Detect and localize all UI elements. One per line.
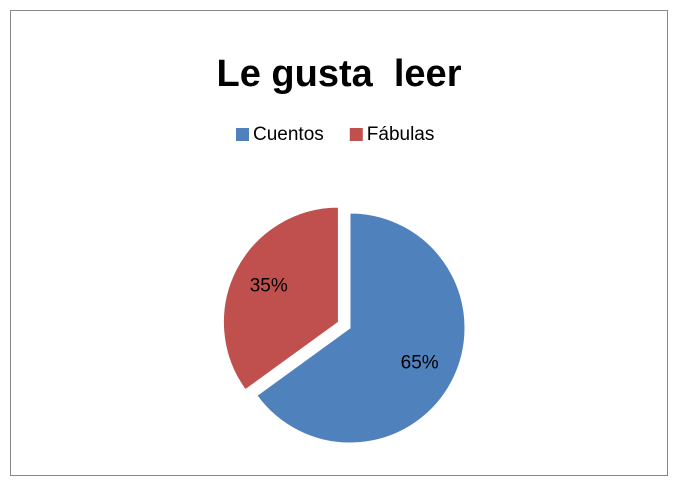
data-label: 35% [250,276,288,297]
chart-title: Le gusta leer [217,53,462,95]
legend-swatch [236,128,249,141]
pie-slice [222,206,339,391]
legend-label: Cuentos [253,124,324,145]
pie-slice [256,212,466,444]
data-label: 65% [401,353,439,374]
legend-swatch [349,128,363,141]
legend-label: Fábulas [367,124,435,145]
